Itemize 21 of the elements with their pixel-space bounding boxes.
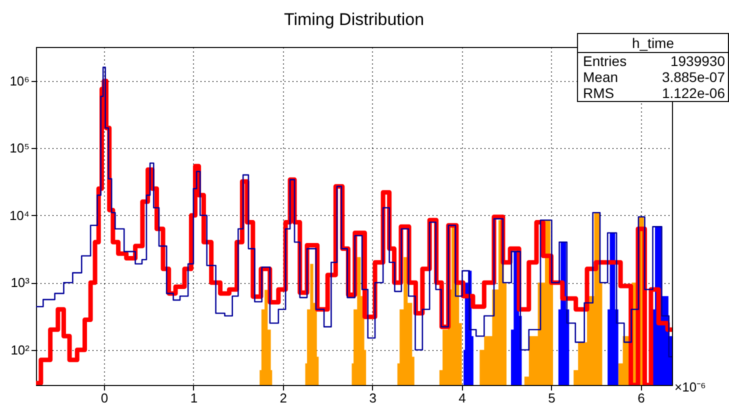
annotation: 1.122e-06 (662, 85, 725, 101)
y-tick-label: 10⁶ (10, 73, 30, 88)
y-tick-label: 10⁴ (9, 208, 30, 223)
x-tick-label: 4 (458, 390, 466, 405)
x-tick-label: 5 (548, 390, 556, 405)
y-tick-label: 10⁵ (10, 140, 30, 156)
annotation: RMS (583, 85, 614, 101)
x-tick-label: 1 (190, 390, 198, 405)
x-tick-label: 2 (280, 390, 288, 405)
y-tick-label: 10² (10, 342, 30, 358)
annotation: h_time (578, 34, 728, 53)
annotation: 3.885e-07 (662, 69, 725, 85)
annotation: Entries (583, 53, 627, 69)
x-axis-title: ×10⁻⁶ (674, 380, 706, 394)
chart-title: Timing Distribution (284, 10, 424, 29)
x-tick-label: 3 (369, 390, 376, 405)
x-tick-label: 6 (638, 390, 645, 405)
annotation: 1939930 (670, 53, 725, 69)
x-tick-label: 0 (100, 390, 108, 405)
y-tick-label: 10³ (10, 275, 30, 290)
annotation: Mean (583, 69, 618, 85)
